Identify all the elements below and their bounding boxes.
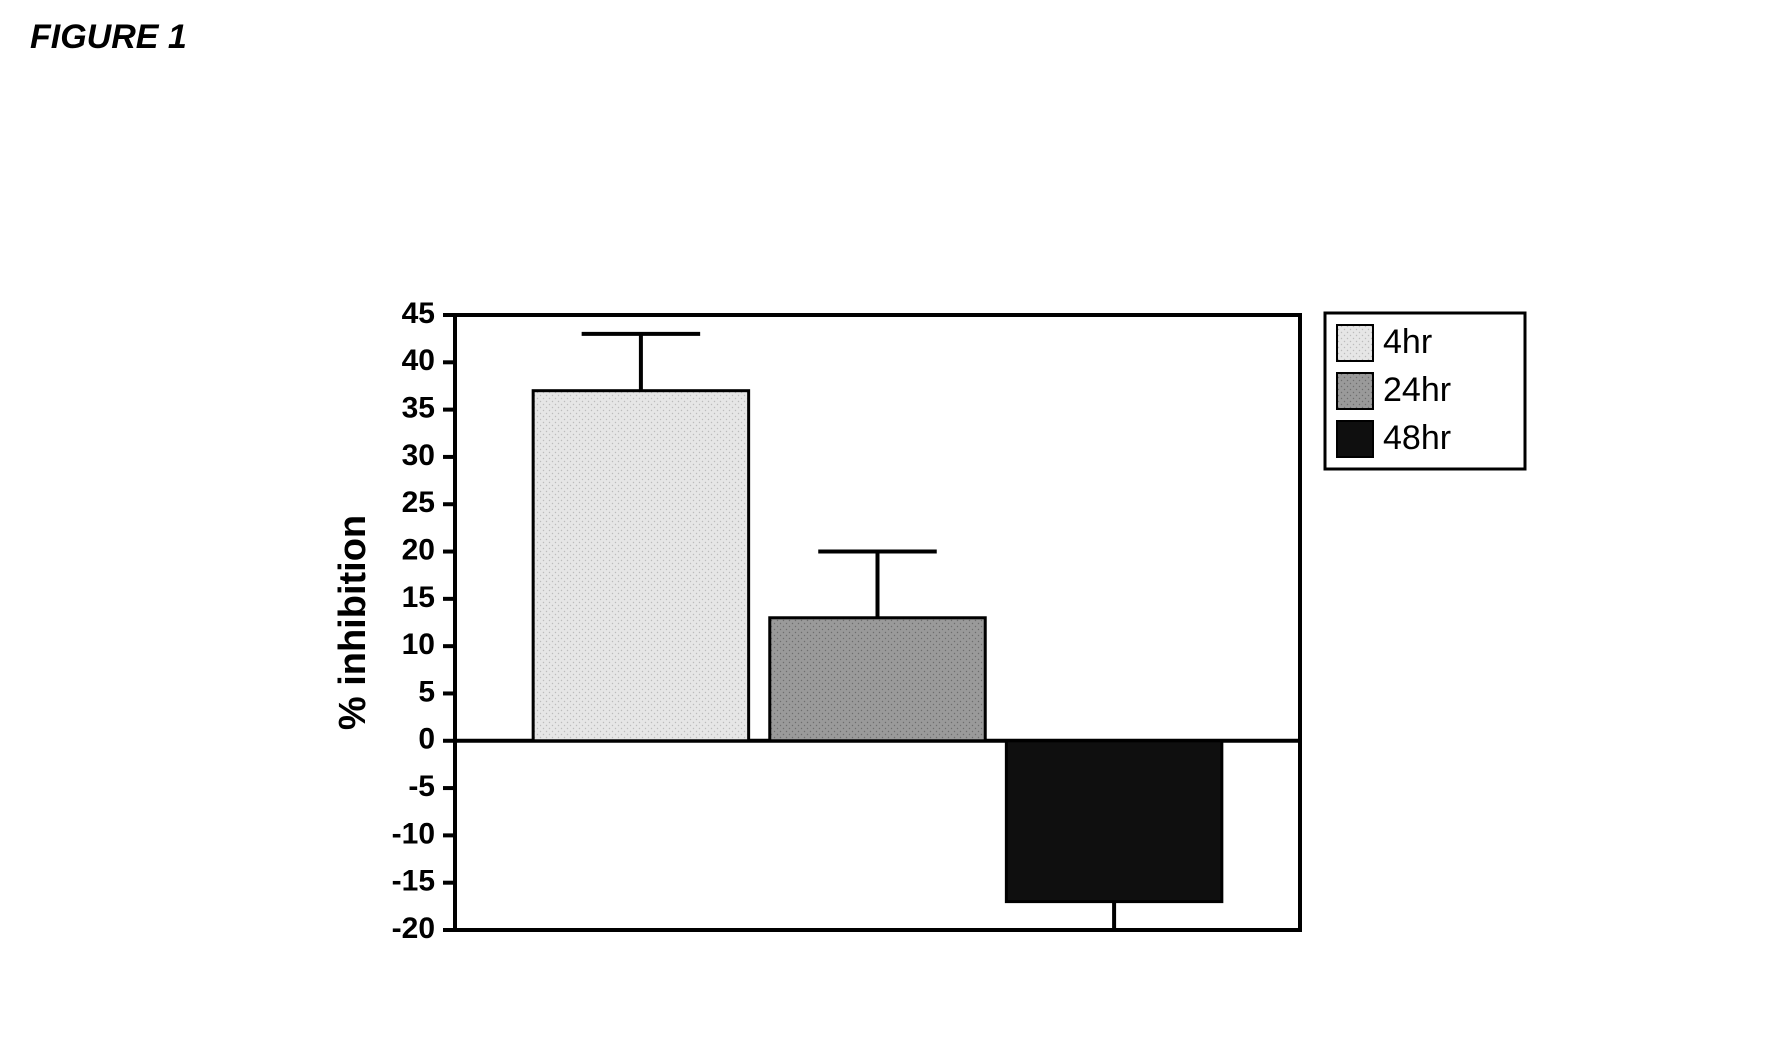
y-tick-label: -15 [392,865,435,898]
y-tick-label: 15 [402,581,435,614]
bar-4hr [533,391,748,741]
legend-label-24hr: 24hr [1383,371,1451,409]
legend-swatch-4hr [1337,325,1373,361]
inhibition-bar-chart: -20 -15 -10 -5 0 5 10 15 20 25 30 35 40 45 % inhibitio… [320,295,1550,975]
y-tick-label: -20 [392,912,435,945]
y-tick-label: 25 [402,486,435,519]
chart-svg: -20 -15 -10 -5 0 5 10 15 20 25 30 35 40 45 % inhibitio… [320,295,1550,975]
y-tick-label: 10 [402,628,435,661]
legend-label-48hr: 48hr [1383,419,1451,457]
y-tick-label: 35 [402,392,435,425]
y-tick-label: 0 [418,723,435,756]
y-tick-label: 40 [402,344,435,377]
y-tick-label: 45 [402,297,435,330]
bar-24hr [770,618,985,741]
y-tick-label: 30 [402,439,435,472]
figure-title: FIGURE 1 [30,18,187,57]
legend-label-4hr: 4hr [1383,323,1432,361]
y-tick-label: 20 [402,533,435,566]
legend-swatch-24hr [1337,373,1373,409]
y-axis-label: % inhibition [332,515,374,730]
legend-swatch-48hr [1337,421,1373,457]
y-tick-label: -10 [392,817,435,850]
y-tick-label: -5 [408,770,435,803]
y-tick-label: 5 [418,675,435,708]
bar-48hr [1006,741,1221,902]
